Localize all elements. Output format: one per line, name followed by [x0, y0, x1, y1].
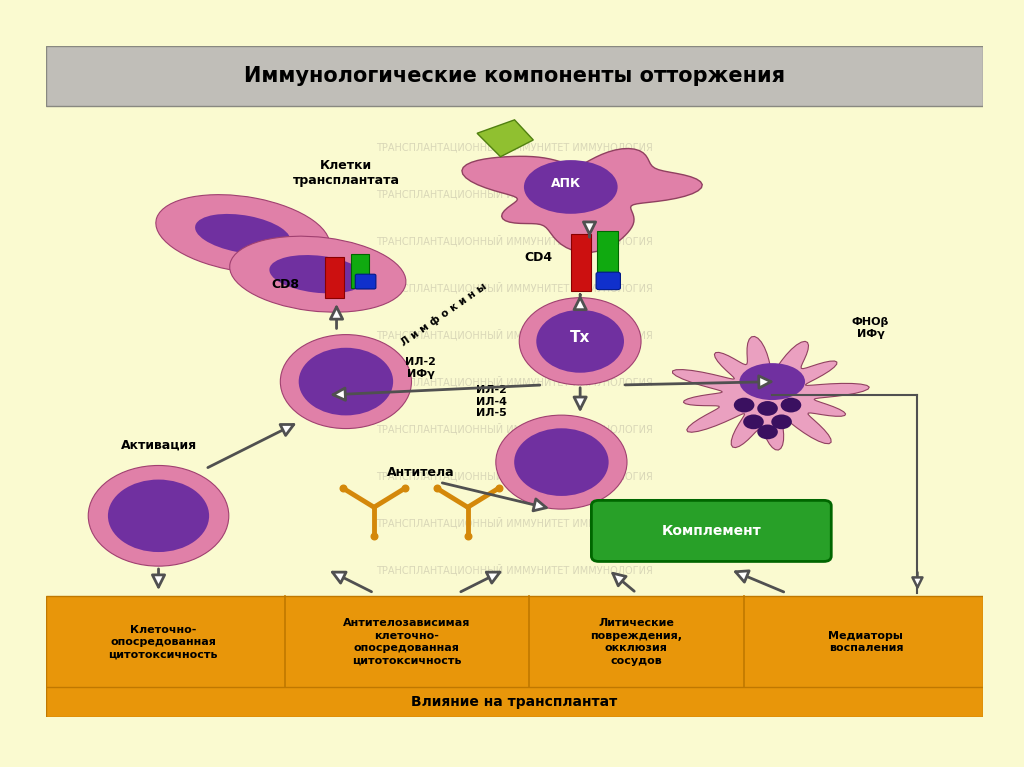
Text: CD8: CD8	[271, 278, 299, 291]
Bar	[350, 254, 370, 288]
FancyBboxPatch shape	[355, 275, 376, 289]
Circle shape	[519, 298, 641, 385]
Text: ТРАНСПЛАНТАЦИОННЫЙ ИММУНИТЕТ ИММУНОЛОГИЯ: ТРАНСПЛАНТАЦИОННЫЙ ИММУНИТЕТ ИММУНОЛОГИЯ	[376, 564, 653, 575]
Text: CD4: CD4	[524, 251, 552, 264]
Text: ТРАНСПЛАНТАЦИОННЫЙ ИММУНИТЕТ ИММУНОЛОГИЯ: ТРАНСПЛАНТАЦИОННЫЙ ИММУНИТЕТ ИММУНОЛОГИЯ	[376, 281, 653, 294]
Circle shape	[281, 334, 412, 429]
Text: АПК: АПК	[551, 177, 582, 190]
Circle shape	[496, 415, 627, 509]
Bar	[46, 597, 983, 717]
Text: Клеточно-
опосредованная
цитотоксичность: Клеточно- опосредованная цитотоксичность	[109, 624, 218, 660]
Circle shape	[780, 397, 801, 413]
Text: ФНОβ
ИФγ: ФНОβ ИФγ	[852, 317, 889, 339]
Circle shape	[514, 428, 608, 496]
Bar	[570, 234, 592, 291]
Text: ТРАНСПЛАНТАЦИОННЫЙ ИММУНИТЕТ ИММУНОЛОГИЯ: ТРАНСПЛАНТАЦИОННЫЙ ИММУНИТЕТ ИММУНОЛОГИЯ	[376, 329, 653, 341]
Text: ТРАНСПЛАНТАЦИОННЫЙ ИММУНИТЕТ ИММУНОЛОГИЯ: ТРАНСПЛАНТАЦИОННЫЙ ИММУНИТЕТ ИММУНОЛОГИЯ	[376, 188, 653, 199]
Text: ИЛ-2
ИЛ-4
ИЛ-5: ИЛ-2 ИЛ-4 ИЛ-5	[475, 385, 507, 418]
Polygon shape	[462, 149, 702, 252]
Text: Комплемент: Комплемент	[662, 524, 761, 538]
Text: Л и м ф о к и н ы: Л и м ф о к и н ы	[399, 281, 489, 348]
Text: Активация: Активация	[121, 439, 197, 452]
Polygon shape	[477, 120, 534, 156]
Text: Антителозависимая
клеточно-
опосредованная
цитотоксичность: Антителозависимая клеточно- опосредованн…	[343, 618, 470, 666]
Text: ТРАНСПЛАНТАЦИОННЫЙ ИММУНИТЕТ ИММУНОЛОГИЯ: ТРАНСПЛАНТАЦИОННЫЙ ИММУНИТЕТ ИММУНОЛОГИЯ	[376, 517, 653, 528]
Text: ТРАНСПЛАНТАЦИОННЫЙ ИММУНИТЕТ ИММУНОЛОГИЯ: ТРАНСПЛАНТАЦИОННЫЙ ИММУНИТЕТ ИММУНОЛОГИЯ	[376, 235, 653, 246]
Circle shape	[734, 397, 755, 413]
Text: ТРАНСПЛАНТАЦИОННЫЙ ИММУНИТЕТ ИММУНОЛОГИЯ: ТРАНСПЛАНТАЦИОННЫЙ ИММУНИТЕТ ИММУНОЛОГИЯ	[376, 611, 653, 622]
Text: Медиаторы
воспаления: Медиаторы воспаления	[828, 630, 903, 653]
Bar	[46, 46, 983, 107]
Circle shape	[299, 347, 393, 416]
Text: Клетки
трансплантата: Клетки трансплантата	[293, 159, 399, 187]
Text: Тх: Тх	[570, 331, 590, 345]
Bar	[326, 258, 344, 298]
Circle shape	[537, 310, 624, 373]
FancyBboxPatch shape	[592, 500, 831, 561]
Circle shape	[88, 466, 228, 566]
Ellipse shape	[524, 160, 617, 214]
Ellipse shape	[156, 195, 330, 273]
Text: ИЛ-2
ИФγ: ИЛ-2 ИФγ	[406, 357, 436, 379]
Text: ТРАНСПЛАНТАЦИОННЫЙ ИММУНИТЕТ ИММУНОЛОГИЯ: ТРАНСПЛАНТАЦИОННЫЙ ИММУНИТЕТ ИММУНОЛОГИЯ	[376, 469, 653, 482]
Text: Литические
повреждения,
окклюзия
сосудов: Литические повреждения, окклюзия сосудов	[591, 618, 682, 666]
Circle shape	[757, 401, 778, 416]
Circle shape	[757, 425, 778, 439]
Text: Влияние на трансплантат: Влияние на трансплантат	[412, 695, 617, 709]
Text: ТРАНСПЛАНТАЦИОННЫЙ ИММУНИТЕТ ИММУНОЛОГИЯ: ТРАНСПЛАНТАЦИОННЫЙ ИММУНИТЕТ ИММУНОЛОГИЯ	[376, 141, 653, 153]
Bar	[46, 687, 983, 717]
Circle shape	[108, 479, 209, 552]
Polygon shape	[673, 337, 869, 450]
Circle shape	[743, 414, 764, 430]
Text: ТРАНСПЛАНТАЦИОННЫЙ ИММУНИТЕТ ИММУНОЛОГИЯ: ТРАНСПЛАНТАЦИОННЫЙ ИММУНИТЕТ ИММУНОЛОГИЯ	[376, 423, 653, 434]
Text: ТРАНСПЛАНТАЦИОННЫЙ ИММУНИТЕТ ИММУНОЛОГИЯ: ТРАНСПЛАНТАЦИОННЫЙ ИММУНИТЕТ ИММУНОЛОГИЯ	[376, 376, 653, 387]
Ellipse shape	[739, 363, 805, 400]
Ellipse shape	[196, 214, 291, 254]
Text: Иммунологические компоненты отторжения: Иммунологические компоненты отторжения	[244, 66, 785, 86]
Text: Антитела: Антитела	[387, 466, 455, 479]
FancyBboxPatch shape	[596, 272, 621, 290]
Circle shape	[771, 414, 792, 430]
Bar	[597, 231, 617, 281]
Ellipse shape	[229, 236, 406, 312]
Ellipse shape	[269, 255, 367, 293]
